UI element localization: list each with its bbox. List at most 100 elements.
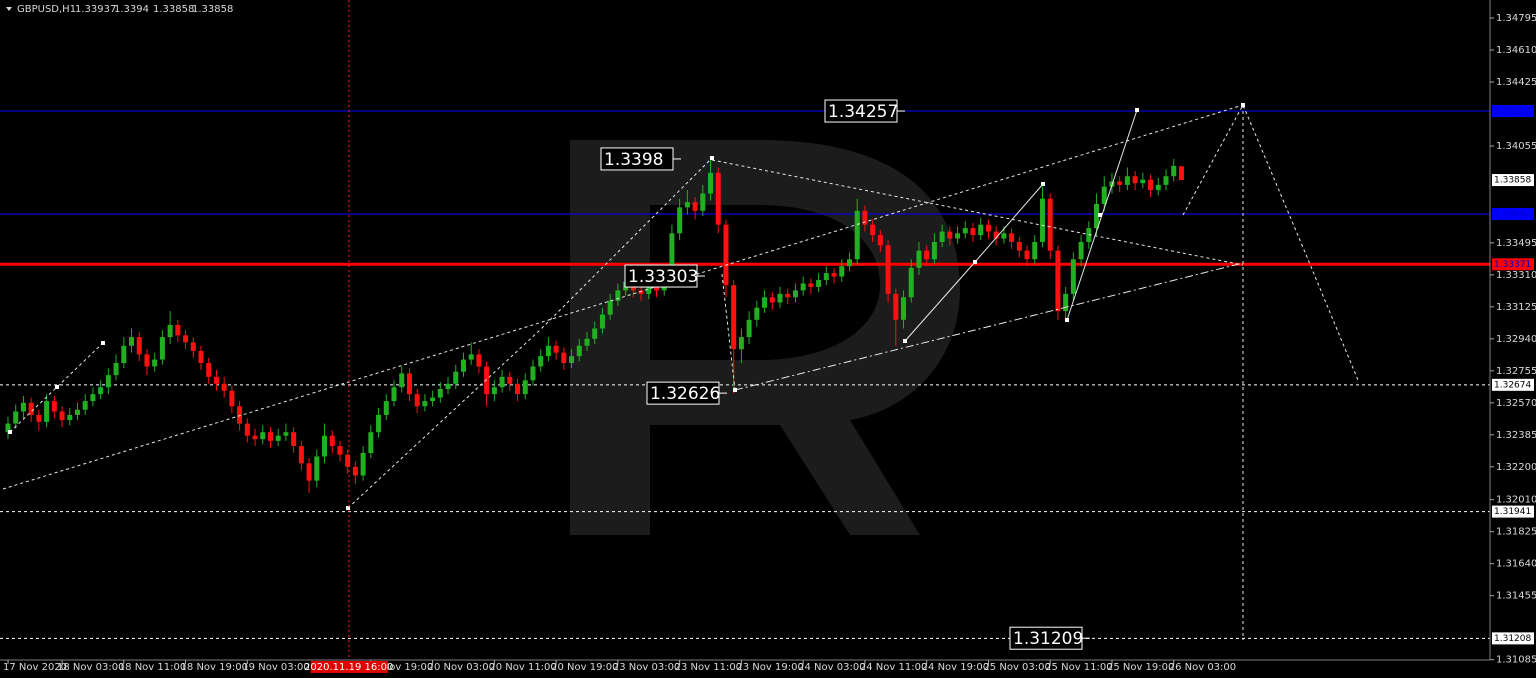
candle-body — [916, 250, 922, 268]
candle-body — [167, 324, 173, 338]
candle-body — [291, 432, 297, 447]
x-tick-label: 23 Nov 19:00 — [736, 662, 803, 673]
annotation-label: 1.34257 — [828, 102, 898, 122]
candle-body — [306, 463, 312, 481]
y-tick-label: 1.31455 — [1496, 591, 1536, 602]
candle-body — [723, 224, 729, 286]
candle-body — [51, 401, 57, 412]
candle-body — [391, 387, 397, 402]
candle-body — [44, 401, 50, 422]
candle-body — [491, 387, 497, 395]
x-tick-label: 20 Nov 03:00 — [428, 662, 495, 673]
candle-body — [329, 435, 335, 447]
candle-body — [129, 337, 135, 346]
candle-body — [638, 290, 644, 294]
candle-body — [67, 414, 73, 421]
candle-body — [422, 401, 428, 407]
annotations: 1.34257 1.3398 1.33303 1.32626 1.31209 — [600, 99, 1090, 650]
x-tick-label: 25 Nov 03:00 — [983, 662, 1050, 673]
candle-body — [692, 202, 698, 211]
annotation-box — [624, 264, 698, 288]
candle-body — [383, 401, 389, 415]
candle-body — [1047, 198, 1053, 251]
candle-body — [484, 366, 490, 395]
candle-body — [82, 401, 88, 410]
candle-body — [515, 383, 521, 395]
annotation-box — [646, 381, 720, 405]
candle-body — [20, 402, 26, 412]
candle-body — [754, 307, 760, 320]
annotation-label: 1.31209 — [1013, 629, 1083, 649]
level-tag-label: 1.31208 — [1494, 634, 1531, 644]
levels — [0, 110, 1490, 639]
candle-body — [1171, 165, 1177, 177]
candle-body — [283, 432, 289, 436]
candle-body — [792, 290, 798, 298]
candle-body — [1101, 186, 1107, 204]
candle-body — [376, 414, 382, 433]
candle-body — [1094, 203, 1100, 229]
wave-points — [8, 103, 1245, 510]
candle-body — [993, 231, 999, 239]
forecast-line — [1182, 103, 1359, 381]
candle-body — [731, 285, 737, 350]
candle-body — [445, 383, 451, 389]
candle-body — [684, 202, 690, 208]
candle-body — [1086, 228, 1092, 242]
candle-body — [870, 224, 876, 236]
candle-body — [769, 297, 775, 303]
candle-body — [823, 273, 829, 281]
candle-body — [569, 356, 575, 364]
candle-body — [553, 345, 559, 353]
header-high: 1.3394 — [114, 4, 149, 15]
candle-body — [1155, 184, 1161, 191]
watermark — [570, 140, 960, 535]
candle-body — [244, 423, 250, 436]
candle-body — [1039, 198, 1045, 242]
y-tick-label: 1.34425 — [1496, 77, 1536, 88]
y-tick-label: 1.31825 — [1496, 527, 1536, 538]
candle-body — [831, 273, 837, 277]
candle-body — [1163, 176, 1169, 185]
x-tick-label: 24 Nov 11:00 — [860, 662, 927, 673]
candle-body — [1001, 233, 1007, 239]
candle-body — [592, 328, 598, 339]
level-tag — [1492, 105, 1534, 118]
annotation-box — [824, 99, 898, 123]
candle-body — [1063, 293, 1069, 312]
candle-body — [1148, 179, 1154, 191]
y-tick-label: 1.32570 — [1496, 398, 1536, 409]
candle-body — [121, 345, 127, 364]
candle-body — [1132, 176, 1138, 184]
candle-body — [414, 394, 420, 407]
x-tick-label: 18 Nov 19:00 — [181, 662, 248, 673]
candle-body — [1117, 181, 1123, 185]
candle-body — [738, 337, 744, 350]
candle-body — [360, 452, 366, 476]
candle-body — [924, 250, 930, 260]
candle-body — [507, 376, 513, 384]
candle-body — [229, 390, 235, 407]
level-tag — [1492, 632, 1534, 645]
candle-body — [1140, 179, 1146, 184]
y-tick-label: 1.32200 — [1496, 462, 1536, 473]
x-tick-label: 20 Nov 19:00 — [551, 662, 618, 673]
y-tick-label: 1.31085 — [1496, 655, 1536, 666]
wave-line — [734, 262, 1244, 391]
candle-body — [260, 432, 266, 440]
candle-body — [885, 245, 891, 294]
candle-body — [476, 354, 482, 367]
candle-body — [816, 280, 822, 287]
candle-body — [144, 354, 150, 367]
level-tag-label: 1.31941 — [1494, 507, 1531, 517]
candle-body — [399, 373, 405, 388]
candle-body — [1016, 241, 1022, 251]
menu-arrow[interactable] — [6, 7, 12, 11]
candle-body — [908, 267, 914, 298]
candle-body — [152, 359, 158, 367]
y-tick-label: 1.32940 — [1496, 334, 1536, 345]
candle-body — [159, 337, 165, 360]
crosshair-label: 2020.11.19 16:00 — [304, 662, 393, 673]
